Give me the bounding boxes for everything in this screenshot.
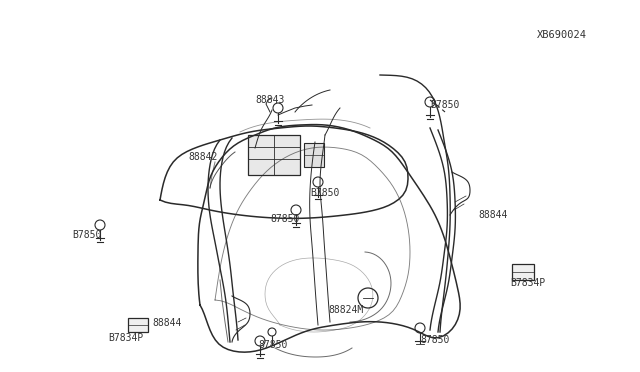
- Text: 88844: 88844: [478, 210, 508, 220]
- Text: B7834P: B7834P: [108, 333, 143, 343]
- FancyBboxPatch shape: [512, 264, 534, 280]
- Text: B7850: B7850: [310, 188, 339, 198]
- Text: 88843: 88843: [255, 95, 284, 105]
- FancyBboxPatch shape: [248, 135, 300, 175]
- Text: B7850: B7850: [430, 100, 460, 110]
- Text: XB690024: XB690024: [537, 30, 587, 40]
- Text: B7834P: B7834P: [510, 278, 545, 288]
- Text: 88844: 88844: [152, 318, 181, 328]
- Text: 88842: 88842: [188, 152, 218, 162]
- Text: 87850: 87850: [258, 340, 287, 350]
- Text: 87850: 87850: [420, 335, 449, 345]
- FancyBboxPatch shape: [128, 318, 148, 332]
- Text: 88824M: 88824M: [328, 305, 364, 315]
- FancyBboxPatch shape: [304, 143, 324, 167]
- Text: 87850: 87850: [270, 214, 300, 224]
- Text: B7850: B7850: [72, 230, 101, 240]
